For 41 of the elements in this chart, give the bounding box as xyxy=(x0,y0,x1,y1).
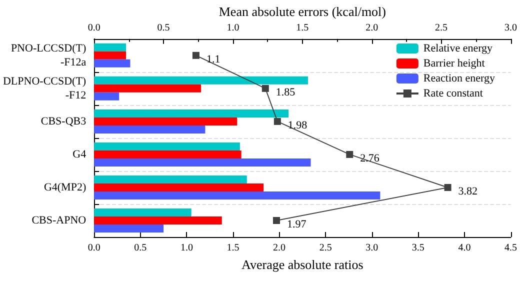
y-tick-label: DLPNO-CCSD(T) -F12 xyxy=(2,75,86,102)
x-tick-label: 1.0 xyxy=(180,242,193,254)
x2-tick-label: 2.5 xyxy=(435,22,448,34)
legend-label: Barrier height xyxy=(423,58,485,70)
x2-tick-label: 2.0 xyxy=(366,22,378,34)
legend-label: Rate constant xyxy=(423,88,484,100)
data-label: 1.97 xyxy=(287,218,307,230)
y-tick-label: CBS-APNO xyxy=(32,214,86,226)
y-tick-label: G4(MP2) xyxy=(44,181,86,194)
x2-tick-label: 3.0 xyxy=(504,22,517,34)
x-tick-label: 4.5 xyxy=(504,242,517,254)
y-tick-label: PNO-LCCSD(T) -F12a xyxy=(10,42,86,68)
data-label: 3.82 xyxy=(458,185,478,198)
x2-axis-title: Mean absolute errors (kcal/mol) xyxy=(218,4,386,19)
data-label: 1.1 xyxy=(206,53,220,66)
point xyxy=(262,84,269,92)
point xyxy=(273,216,280,224)
data-label: 1.85 xyxy=(276,86,296,98)
point xyxy=(346,150,354,158)
x-tick-label: 3.5 xyxy=(412,242,424,254)
point xyxy=(274,118,281,125)
x-tick-label: 2.0 xyxy=(273,242,286,254)
legend-label: Reaction energy xyxy=(423,72,496,84)
x-tick-label: 2.5 xyxy=(319,242,332,254)
x-axis-title: Average absolute ratios xyxy=(242,256,364,272)
x2-tick-label: 0.5 xyxy=(157,22,170,34)
point xyxy=(444,184,452,191)
point xyxy=(192,52,200,59)
x2-tick-label: 0.0 xyxy=(88,22,100,34)
x2-tick-label: 1.0 xyxy=(226,22,240,34)
x-tick-label: 1.5 xyxy=(226,242,240,254)
y-tick-label: G4 xyxy=(72,148,87,160)
x-tick-label: 3.0 xyxy=(366,242,378,254)
x2-tick-label: 1.5 xyxy=(296,22,309,34)
legend-label: Relative energy xyxy=(423,42,494,54)
data-label: 1.98 xyxy=(288,119,308,132)
x-tick-label: 0.5 xyxy=(134,242,147,254)
data-label: 2.76 xyxy=(360,152,380,164)
x-tick-label: 4.0 xyxy=(458,242,471,254)
y-tick-label: CBS-QB3 xyxy=(40,115,87,128)
x-tick-label: 0.0 xyxy=(88,242,100,254)
